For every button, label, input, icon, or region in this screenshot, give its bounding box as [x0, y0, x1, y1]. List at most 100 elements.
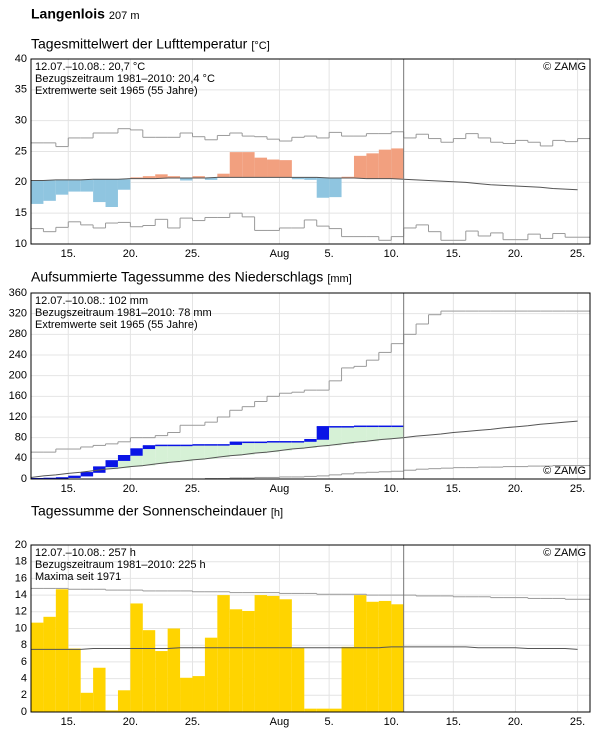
- sunshine-bar: [93, 667, 106, 712]
- station-name: Langenlois: [31, 6, 105, 22]
- sunshine-bar: [304, 708, 317, 712]
- temperature-bar: [43, 180, 56, 201]
- x-tick-label: Aug: [270, 483, 290, 495]
- sunshine-bar: [329, 708, 342, 712]
- info-line: Bezugszeitraum 1981–2010: 78 mm: [35, 307, 212, 319]
- temperature-bar: [229, 152, 243, 178]
- x-tick-label: 20.: [123, 248, 138, 260]
- y-tick-label: 120: [9, 411, 27, 423]
- y-tick-label: 18: [15, 556, 27, 568]
- plot-frame: [30, 544, 591, 713]
- sunshine-bar: [316, 708, 330, 712]
- surplus-band: [204, 444, 218, 459]
- y-tick-label: 40: [15, 452, 27, 464]
- surplus-band: [192, 444, 205, 460]
- surplus-band: [167, 445, 181, 463]
- surplus-band: [341, 426, 354, 444]
- x-tick-label: 5.: [325, 716, 334, 728]
- temperature-bar: [391, 148, 404, 179]
- surplus-band: [142, 445, 156, 466]
- credit: © ZAMG: [543, 547, 586, 559]
- plot-frame: [30, 58, 591, 245]
- y-tick-label: 8: [21, 639, 27, 651]
- temperature-bar: [378, 149, 392, 179]
- x-tick-label: 20.: [508, 716, 523, 728]
- temperature-bar: [180, 178, 193, 181]
- sunshine-bar: [105, 710, 118, 712]
- temperature-bar: [341, 176, 354, 179]
- x-tick-label: 15.: [446, 248, 461, 260]
- y-tick-label: 15: [15, 207, 27, 219]
- chart-title: Tagesmittelwert der Lufttemperatur: [31, 36, 248, 52]
- sunshine-bar: [180, 677, 193, 712]
- sunshine-bar: [229, 609, 243, 712]
- surplus-band: [229, 442, 243, 456]
- temperature-bar: [31, 180, 44, 204]
- temperature-bar: [254, 157, 268, 178]
- x-tick-label: 20.: [508, 483, 523, 495]
- surplus-band: [378, 426, 392, 440]
- station-elevation: 207 m: [109, 10, 140, 22]
- info-line: 12.07.–10.08.: 102 mm: [35, 295, 148, 307]
- precipitation-bar: [316, 426, 330, 440]
- y-tick-label: 40: [15, 53, 27, 65]
- temperature-bar: [55, 179, 69, 195]
- y-tick-label: 30: [15, 115, 27, 127]
- chart-title: Aufsummierte Tagessumme des Niederschlag…: [31, 269, 323, 285]
- sunshine-bar: [117, 690, 131, 712]
- info-line: Bezugszeitraum 1981–2010: 225 h: [35, 559, 206, 571]
- temperature-bar: [68, 179, 81, 192]
- surplus-band: [155, 445, 168, 465]
- sunshine-bar: [279, 599, 292, 712]
- y-tick-label: 200: [9, 370, 27, 382]
- surplus-band: [304, 439, 317, 448]
- precipitation-bar: [142, 445, 156, 450]
- sunshine-bar: [391, 604, 404, 712]
- sunshine-bar: [130, 603, 143, 712]
- sunshine-bar: [353, 595, 367, 712]
- surplus-band: [279, 441, 292, 451]
- chart-panel: Tagesmittelwert der Lufttemperatur [°C] 10…: [15, 36, 591, 260]
- surplus-band: [353, 426, 367, 443]
- y-tick-label: 240: [9, 349, 27, 361]
- temperature-bar: [267, 159, 280, 178]
- precipitation-bar: [105, 460, 118, 468]
- y-tick-label: 10: [15, 238, 27, 250]
- surplus-band: [217, 444, 230, 458]
- sunshine-bar: [291, 647, 305, 712]
- sunshine-bar: [341, 646, 354, 712]
- temperature-bar: [242, 152, 255, 178]
- info-line: 12.07.–10.08.: 20,7 °C: [35, 61, 145, 73]
- y-tick-label: 4: [21, 673, 27, 685]
- surplus-band: [254, 442, 268, 454]
- x-tick-label: 25.: [570, 716, 585, 728]
- precipitation-bar: [80, 472, 94, 477]
- chart-unit: [mm]: [327, 273, 351, 285]
- precipitation-bar: [130, 449, 143, 456]
- y-tick-label: 14: [15, 589, 27, 601]
- sunshine-bar: [254, 595, 268, 712]
- credit: © ZAMG: [543, 61, 586, 73]
- temperature-bar: [329, 178, 342, 198]
- temperature-bar: [192, 176, 205, 179]
- precipitation-bar: [68, 476, 81, 478]
- sunshine-bar: [31, 622, 44, 712]
- temperature-bar: [105, 179, 118, 207]
- temperature-bar: [304, 177, 317, 180]
- y-tick-label: 20: [15, 176, 27, 188]
- x-tick-label: 15.: [61, 716, 76, 728]
- info-line: 12.07.–10.08.: 257 h: [35, 547, 136, 559]
- chart-unit: [h]: [271, 507, 283, 519]
- chart-unit: [°C]: [251, 40, 269, 52]
- sunshine-bar: [43, 616, 56, 712]
- x-tick-label: 25.: [185, 248, 200, 260]
- x-tick-label: 15.: [446, 716, 461, 728]
- temperature-bar: [204, 178, 218, 180]
- chart-title: Tagessumme der Sonnenscheindauer: [31, 503, 267, 519]
- sunshine-bar: [167, 628, 181, 712]
- sunshine-bar: [378, 600, 392, 712]
- sunshine-bar: [192, 676, 205, 712]
- x-tick-label: 10.: [384, 483, 399, 495]
- x-tick-label: 15.: [61, 248, 76, 260]
- y-tick-label: 280: [9, 328, 27, 340]
